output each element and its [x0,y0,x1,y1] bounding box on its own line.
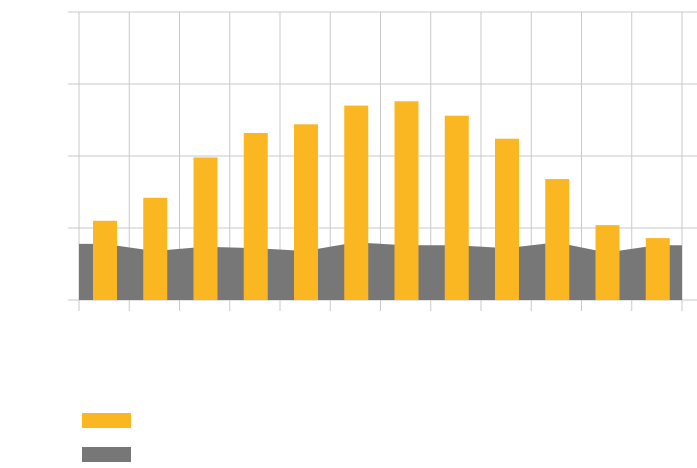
area-series [79,242,682,300]
bar [645,238,670,300]
bar [495,138,519,300]
bar [193,157,218,300]
legend-item-area [82,447,141,462]
legend-swatch-bars [82,413,131,428]
bar [93,220,117,300]
bar [394,101,419,300]
x-axis [78,300,683,311]
bar [545,179,570,300]
bar [444,115,469,301]
bar [595,225,620,300]
legend-item-bars [82,413,141,428]
area-series-layer [79,242,682,300]
legend-swatch-area [82,447,131,462]
bar-series-layer [93,101,670,301]
bar [243,132,268,300]
bar [344,105,369,300]
bar [143,197,168,300]
bar [294,124,318,300]
